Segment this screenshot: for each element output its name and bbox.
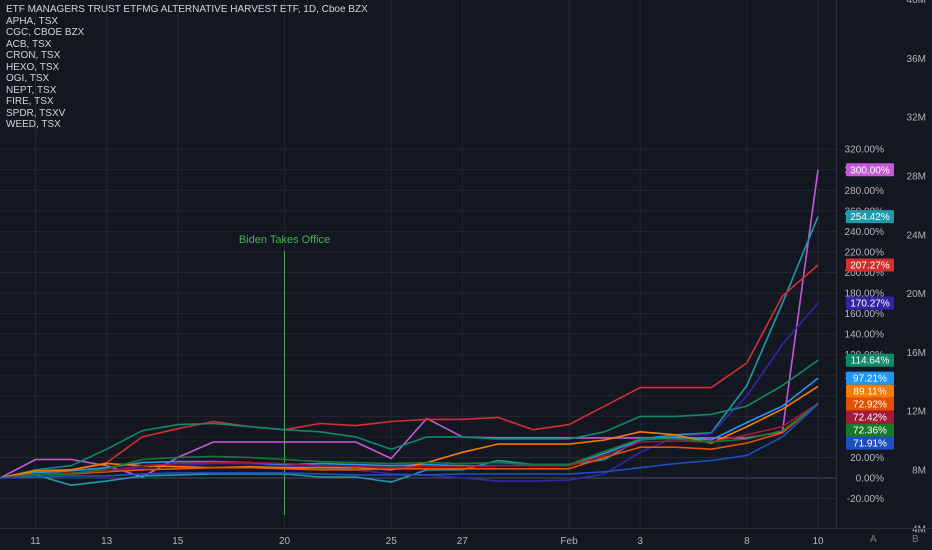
chart-title: ETF MANAGERS TRUST ETFMG ALTERNATIVE HAR… bbox=[6, 4, 368, 15]
value-label-text: 72.36% bbox=[853, 426, 887, 437]
series-line bbox=[0, 359, 819, 479]
value-label-badge bbox=[846, 371, 894, 385]
value-label-badge bbox=[846, 353, 894, 367]
volume-tick-label: 20M bbox=[907, 289, 926, 300]
annotation-label: Biden Takes Office bbox=[239, 234, 330, 246]
value-label-text: 71.91% bbox=[853, 439, 887, 450]
y-tick-label: 140.00% bbox=[845, 330, 885, 341]
value-label-badge bbox=[846, 384, 894, 398]
value-label-text: 114.64% bbox=[851, 356, 890, 367]
value-label-badge bbox=[846, 210, 894, 224]
volume-tick-label: 32M bbox=[907, 113, 926, 124]
y-tick-label: 320.00% bbox=[845, 145, 885, 156]
legend-item: FIRE, TSX bbox=[6, 96, 54, 107]
annotation-layer: Biden Takes Office bbox=[239, 234, 330, 515]
x-tick-label: 25 bbox=[386, 536, 398, 547]
legend-item: HEXO, TSX bbox=[6, 61, 60, 73]
volume-tick-label: 28M bbox=[907, 172, 926, 183]
x-tick-label: Feb bbox=[560, 536, 578, 547]
value-label-badge bbox=[846, 163, 894, 177]
y-tick-label: -20.00% bbox=[847, 494, 884, 505]
log-scale-button[interactable]: B bbox=[912, 534, 919, 545]
x-tick-label: 10 bbox=[812, 536, 824, 547]
value-label-text: 89.11% bbox=[853, 387, 886, 398]
value-label-badge bbox=[846, 423, 894, 437]
x-tick-label: 27 bbox=[457, 536, 469, 547]
volume-tick-label: 24M bbox=[907, 230, 926, 241]
value-label-badge bbox=[846, 410, 894, 424]
legend-item: NEPT, TSX bbox=[6, 84, 57, 96]
volume-tick-label: 40M bbox=[907, 0, 926, 6]
series-line bbox=[0, 302, 819, 482]
value-label-text: 72.92% bbox=[853, 400, 887, 411]
volume-tick-label: 16M bbox=[907, 348, 926, 359]
value-label-badge bbox=[846, 436, 894, 450]
value-labels: 300.00% 254.42% 207.27% 170.27% 114.64% 97.21… bbox=[846, 163, 894, 450]
legend-item: CRON, TSX bbox=[6, 50, 61, 61]
y-tick-label: 0.00% bbox=[856, 474, 884, 485]
value-label-text: 97.21% bbox=[853, 374, 887, 385]
x-tick-label: 11 bbox=[30, 536, 41, 547]
value-label-text: 72.42% bbox=[853, 413, 887, 424]
x-tick-label: 13 bbox=[101, 536, 113, 547]
volume-tick-label: 8M bbox=[912, 466, 926, 477]
series-line bbox=[0, 169, 819, 479]
volume-tick-label: 4M bbox=[912, 524, 926, 535]
value-label-badge bbox=[846, 296, 894, 310]
value-label-text: 170.27% bbox=[850, 299, 890, 310]
value-label-text: 300.00% bbox=[850, 165, 890, 176]
y-tick-label: 20.00% bbox=[850, 453, 884, 464]
y-tick-label: 280.00% bbox=[845, 186, 885, 197]
x-tick-label: 20 bbox=[279, 536, 291, 547]
x-tick-label: 3 bbox=[637, 536, 643, 547]
y-tick-label: 200.00% bbox=[845, 268, 885, 279]
series-line bbox=[0, 402, 819, 479]
legend-item: CGC, CBOE BZX bbox=[6, 27, 85, 38]
series-line bbox=[0, 264, 819, 479]
series-line bbox=[0, 402, 819, 479]
series-line bbox=[0, 403, 819, 479]
value-label-text: 254.42% bbox=[850, 212, 890, 223]
legend-item: WEED, TSX bbox=[6, 119, 61, 130]
value-label-badge bbox=[846, 258, 894, 272]
series-line bbox=[0, 403, 819, 479]
legend-item: APHA, TSX bbox=[6, 15, 59, 27]
y-tick-label: 220.00% bbox=[845, 247, 885, 258]
volume-tick-label: 36M bbox=[907, 54, 926, 65]
series-line bbox=[0, 216, 819, 487]
volume-tick-label: 12M bbox=[907, 407, 926, 418]
series-layer bbox=[0, 169, 819, 487]
x-tick-label: 8 bbox=[744, 536, 750, 547]
value-label-badge bbox=[846, 397, 894, 411]
legend-item: ACB, TSX bbox=[6, 38, 52, 50]
series-line bbox=[0, 385, 819, 479]
y-tick-label: 160.00% bbox=[845, 309, 885, 320]
series-line bbox=[0, 377, 819, 479]
x-tick-label: 15 bbox=[172, 536, 184, 547]
legend-item: OGI, TSX bbox=[6, 73, 50, 84]
y-tick-label: 240.00% bbox=[845, 227, 885, 238]
value-label-text: 207.27% bbox=[850, 261, 890, 272]
legend: ETF MANAGERS TRUST ETFMG ALTERNATIVE HAR… bbox=[6, 4, 368, 131]
legend-item: SPDR, TSXV bbox=[6, 107, 66, 119]
auto-scale-button[interactable]: A bbox=[870, 534, 877, 545]
y-tick-label: 180.00% bbox=[845, 289, 885, 300]
